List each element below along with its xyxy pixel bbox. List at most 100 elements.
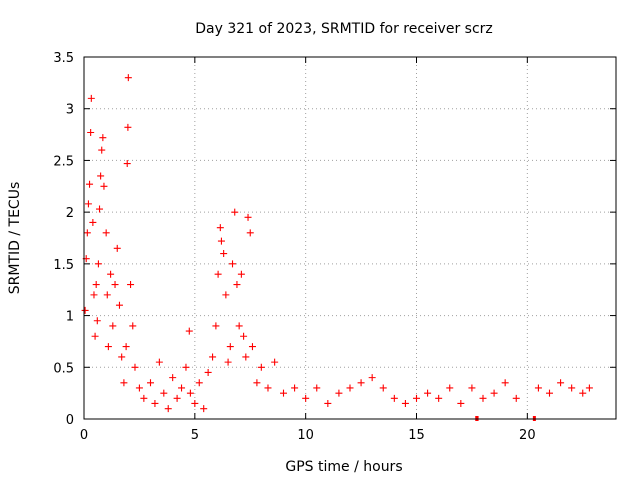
data-point xyxy=(90,291,98,299)
data-point xyxy=(222,291,230,299)
data-point xyxy=(182,363,190,371)
y-axis-label: SRMTID / TECUs xyxy=(7,182,23,295)
data-point xyxy=(83,229,91,237)
x-tick-label: 5 xyxy=(191,428,199,443)
data-points xyxy=(81,74,593,413)
data-point xyxy=(357,379,365,387)
data-point xyxy=(534,384,542,392)
data-point xyxy=(195,379,203,387)
data-point xyxy=(87,94,95,102)
data-point xyxy=(240,332,248,340)
data-point xyxy=(214,270,222,278)
y-tick-label: 2.5 xyxy=(53,154,74,169)
data-point xyxy=(313,384,321,392)
data-point xyxy=(86,180,94,188)
data-point xyxy=(237,270,245,278)
data-point xyxy=(96,205,104,213)
grid xyxy=(84,57,616,419)
axes: 0 5 10 15 20 0 0.5 1 1.5 2 2.5 3 3.5 xyxy=(53,51,616,443)
data-point xyxy=(102,229,110,237)
data-point xyxy=(271,358,279,366)
plot-frame xyxy=(83,56,617,420)
data-point xyxy=(280,389,287,397)
data-point xyxy=(579,389,587,397)
y-tick-label: 0 xyxy=(66,413,74,428)
x-tick-label: 0 xyxy=(80,428,88,443)
data-point xyxy=(235,322,243,330)
data-point xyxy=(104,343,112,351)
data-point xyxy=(379,384,387,392)
data-point xyxy=(233,281,241,289)
data-point xyxy=(324,399,332,407)
data-point xyxy=(93,317,101,325)
data-point xyxy=(111,281,119,289)
data-point xyxy=(164,405,172,413)
data-point xyxy=(468,384,476,392)
data-point xyxy=(135,384,143,392)
data-point xyxy=(123,160,131,168)
data-point xyxy=(120,379,128,387)
data-point xyxy=(490,389,498,397)
data-point xyxy=(107,270,115,278)
data-point xyxy=(124,123,132,131)
data-point xyxy=(191,399,199,407)
data-point xyxy=(568,384,576,392)
data-point xyxy=(129,322,137,330)
data-point xyxy=(390,394,398,402)
data-point xyxy=(435,394,443,402)
x-tick-label: 20 xyxy=(519,428,536,443)
data-point xyxy=(122,343,130,351)
data-point xyxy=(151,399,159,407)
data-point xyxy=(226,343,234,351)
data-point xyxy=(94,260,102,268)
data-point xyxy=(346,384,354,392)
data-point xyxy=(246,229,254,237)
y-tick-label: 1.5 xyxy=(53,258,74,273)
data-point xyxy=(109,322,117,330)
data-point xyxy=(446,384,454,392)
data-point xyxy=(103,291,111,299)
data-point xyxy=(204,368,212,376)
data-point xyxy=(115,301,123,309)
data-point xyxy=(224,358,232,366)
data-point xyxy=(118,353,126,361)
data-point xyxy=(546,389,553,397)
data-point xyxy=(220,250,228,258)
data-point xyxy=(124,74,132,82)
data-point xyxy=(512,394,520,402)
data-point xyxy=(81,306,89,314)
data-point xyxy=(291,384,299,392)
data-point xyxy=(585,384,593,392)
data-point xyxy=(248,343,256,351)
data-point xyxy=(173,394,181,402)
y-tick-label: 3.5 xyxy=(53,51,74,66)
data-point xyxy=(368,374,376,382)
y-tick-label: 3 xyxy=(66,103,74,118)
data-point xyxy=(231,208,239,216)
data-point xyxy=(113,244,121,252)
data-point xyxy=(186,389,194,397)
data-point xyxy=(140,394,148,402)
data-point xyxy=(147,379,154,387)
data-point xyxy=(200,405,208,413)
data-point xyxy=(413,394,420,402)
data-point xyxy=(479,394,487,402)
data-point xyxy=(97,172,105,180)
x-tick-label: 15 xyxy=(408,428,425,443)
data-point xyxy=(401,399,409,407)
data-point xyxy=(160,389,168,397)
data-point xyxy=(217,237,225,245)
data-point xyxy=(127,281,135,289)
data-point xyxy=(89,218,97,226)
data-point xyxy=(457,399,465,407)
data-point xyxy=(155,358,163,366)
data-point xyxy=(253,379,261,387)
x-tick-label: 10 xyxy=(297,428,314,443)
data-point xyxy=(229,260,237,268)
data-point xyxy=(242,353,250,361)
data-point xyxy=(501,379,509,387)
data-point xyxy=(212,322,220,330)
data-point xyxy=(185,327,193,335)
data-point xyxy=(216,224,224,232)
